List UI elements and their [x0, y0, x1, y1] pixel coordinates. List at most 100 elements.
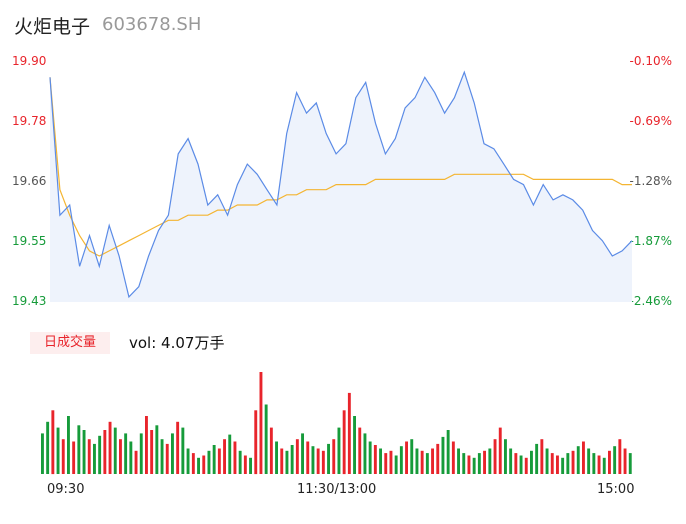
volume-bar: [597, 455, 601, 474]
volume-bar: [145, 416, 148, 474]
volume-bar: [124, 433, 128, 474]
volume-bar: [316, 448, 320, 474]
volume-bar: [488, 448, 492, 474]
y-left-tick-2: 19.78: [12, 114, 47, 128]
volume-bar: [379, 448, 382, 474]
volume-bar: [212, 445, 216, 474]
volume-bar: [477, 453, 481, 474]
volume-bar: [514, 453, 518, 474]
volume-bar: [425, 453, 429, 474]
volume-bar: [254, 410, 258, 475]
y-right-tick-1: -0.10%: [629, 54, 672, 68]
time-label-open: 09:30: [47, 482, 85, 497]
volume-bar: [608, 450, 611, 474]
volume-bar: [238, 450, 242, 474]
volume-bar: [119, 439, 122, 474]
volume-bar: [587, 448, 591, 474]
volume-bar: [576, 446, 580, 474]
volume-bar: [613, 446, 617, 474]
volume-bar: [415, 448, 419, 474]
volume-bar: [176, 421, 180, 474]
volume-value: vol: 4.07万手: [129, 334, 225, 352]
volume-bar: [420, 450, 424, 474]
volume-bar: [530, 450, 533, 474]
volume-bars: [41, 372, 632, 475]
volume-bar: [509, 448, 513, 474]
volume-bar: [363, 433, 367, 474]
volume-bar: [472, 457, 476, 474]
price-line: [49, 70, 633, 299]
volume-bar: [441, 436, 445, 474]
volume-bar: [618, 439, 622, 474]
volume-bar: [457, 448, 460, 474]
volume-bar: [186, 448, 190, 474]
volume-bar: [103, 430, 107, 474]
volume-bar: [602, 457, 606, 474]
volume-bar: [202, 455, 206, 474]
stock-code: 603678.SH: [102, 14, 202, 35]
volume-bar: [566, 453, 570, 474]
volume-bar: [405, 441, 408, 474]
volume-bar: [243, 455, 247, 474]
volume-bar: [228, 434, 232, 474]
volume-bar: [275, 441, 278, 474]
volume-bar: [56, 427, 60, 474]
volume-bar: [311, 446, 315, 474]
volume-bar: [431, 448, 434, 474]
volume-bar: [98, 435, 102, 475]
y-right-tick-4: -1.87%: [629, 234, 672, 248]
volume-bar: [493, 439, 497, 474]
y-left-tick-1: 19.90: [12, 54, 47, 68]
y-right-tick-5: -2.46%: [629, 294, 672, 308]
volume-bar: [51, 410, 55, 475]
volume-bar: [561, 457, 565, 474]
volume-bar: [280, 448, 284, 474]
volume-bar: [46, 421, 50, 474]
volume-bar: [306, 441, 310, 474]
time-label-noon: 11:30/13:00: [297, 482, 377, 497]
volume-bar: [504, 439, 507, 474]
volume-bar: [582, 441, 585, 474]
volume-bar: [165, 443, 169, 474]
volume-bar: [171, 433, 174, 474]
volume-bar: [77, 425, 81, 474]
volume-bar: [87, 439, 91, 474]
volume-tag[interactable]: 日成交量: [30, 332, 110, 354]
y-left-tick-4: 19.55: [12, 234, 47, 248]
volume-bar: [61, 439, 65, 474]
volume-bar: [259, 372, 263, 474]
volume-bar: [181, 427, 185, 474]
volume-bar: [321, 450, 325, 474]
volume-bar: [337, 427, 341, 474]
volume-bar: [571, 450, 575, 474]
time-label-close: 15:00: [597, 482, 635, 497]
volume-bar: [368, 441, 372, 474]
volume-bar: [394, 455, 398, 474]
volume-bar: [623, 448, 627, 474]
volume-bar: [436, 443, 440, 474]
volume-bar: [217, 448, 221, 474]
volume-bar: [451, 441, 455, 474]
volume-bar: [134, 450, 138, 474]
volume-bar: [285, 450, 289, 474]
volume-bar: [462, 453, 466, 474]
y-left-tick-5: 19.43: [12, 294, 47, 308]
volume-bar: [191, 453, 195, 474]
volume-bar: [249, 457, 252, 474]
volume-bar: [540, 439, 544, 474]
volume-bar: [545, 448, 549, 474]
volume-bar: [93, 443, 96, 474]
volume-bar: [207, 450, 211, 474]
volume-bar: [129, 441, 133, 474]
volume-bar: [82, 430, 86, 474]
volume-bar: [67, 416, 70, 474]
volume-bar: [72, 441, 76, 474]
y-right-tick-2: -0.69%: [629, 114, 672, 128]
volume-bar: [269, 427, 273, 474]
volume-bar: [353, 416, 356, 474]
volume-bar: [41, 433, 44, 474]
volume-bar: [524, 457, 528, 474]
volume-bar: [628, 453, 632, 474]
volume-bar: [389, 450, 393, 474]
volume-bar: [358, 427, 362, 474]
